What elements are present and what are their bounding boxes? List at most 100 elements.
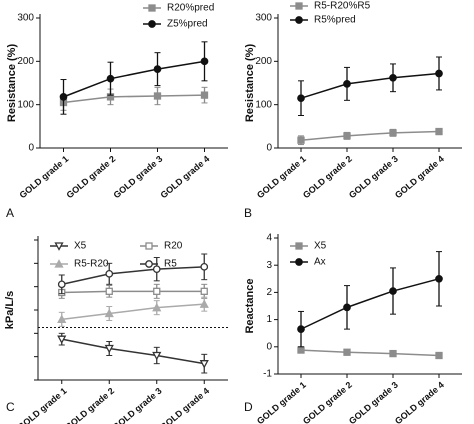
y-tick-label: 0 xyxy=(28,143,34,154)
y-tick-label: 2 xyxy=(266,287,272,298)
y-tick-label: 100 xyxy=(17,99,34,110)
marker xyxy=(145,242,153,250)
x-tick-label: GOLD grade 2 xyxy=(65,154,118,201)
y-tick-label: 300 xyxy=(17,13,34,24)
marker xyxy=(104,308,114,318)
marker xyxy=(389,287,397,295)
y-tick-label: 3 xyxy=(266,260,272,271)
marker xyxy=(295,2,303,10)
marker xyxy=(152,302,162,312)
marker xyxy=(389,129,397,137)
marker xyxy=(295,242,303,250)
y-tick-label: 1 xyxy=(266,314,272,325)
series-line xyxy=(61,303,205,321)
x-tick-label: GOLD grade 3 xyxy=(111,386,164,424)
y-tick-label: 100 xyxy=(255,99,272,110)
marker xyxy=(435,127,443,136)
marker xyxy=(148,4,156,12)
marker xyxy=(343,348,351,356)
legend-label: R5 xyxy=(164,259,177,270)
marker xyxy=(435,351,443,360)
marker xyxy=(105,269,114,278)
legend-label: Z5%pred xyxy=(167,19,208,30)
marker xyxy=(105,287,113,295)
panel-label: D xyxy=(244,400,253,414)
marker xyxy=(199,360,209,369)
panel-label: A xyxy=(6,206,14,220)
legend-label: Ax xyxy=(314,257,326,268)
marker xyxy=(59,93,68,101)
marker xyxy=(148,20,156,28)
marker xyxy=(295,258,303,266)
y-tick-label: 0 xyxy=(266,143,272,154)
marker xyxy=(200,262,209,271)
marker xyxy=(435,69,443,78)
panel-label: B xyxy=(244,206,252,220)
marker xyxy=(200,57,209,66)
marker xyxy=(145,260,153,268)
series-line xyxy=(63,60,205,98)
marker xyxy=(297,94,305,103)
x-tick-label: GOLD grade 2 xyxy=(63,386,116,424)
legend-label: X5 xyxy=(314,241,327,252)
x-tick-label: GOLD grade 1 xyxy=(255,380,308,424)
x-tick-label: GOLD grade 1 xyxy=(255,154,308,201)
y-tick-label: 4 xyxy=(266,233,272,244)
y-tick-label: 200 xyxy=(255,56,272,67)
y-tick-label: 0 xyxy=(266,341,272,352)
y-axis-label: Reactance xyxy=(244,278,256,333)
series-line xyxy=(300,349,440,357)
marker xyxy=(389,73,397,82)
marker xyxy=(343,303,351,312)
marker xyxy=(200,91,209,99)
x-tick-label: GOLD grade 3 xyxy=(347,154,400,201)
series-line xyxy=(300,278,440,330)
marker xyxy=(343,80,351,88)
marker xyxy=(152,265,161,274)
y-tick-label: 200 xyxy=(17,56,34,67)
x-tick-label: GOLD grade 4 xyxy=(393,154,446,201)
marker xyxy=(199,299,209,308)
series-line xyxy=(61,338,205,365)
x-tick-label: GOLD grade 1 xyxy=(16,386,69,424)
series-line xyxy=(61,290,205,294)
marker xyxy=(153,287,161,295)
marker xyxy=(106,74,115,83)
x-tick-label: GOLD grade 3 xyxy=(112,154,165,201)
y-axis-label: Resistance (%) xyxy=(244,44,256,123)
x-tick-label: GOLD grade 2 xyxy=(301,380,354,424)
panel-label: C xyxy=(6,400,15,414)
marker xyxy=(57,280,66,289)
legend-label: R5-R20%R5 xyxy=(314,1,371,12)
y-tick-label: -1 xyxy=(263,369,272,380)
y-tick-label: 300 xyxy=(255,13,272,24)
marker xyxy=(297,346,305,354)
marker xyxy=(57,335,67,345)
y-axis-label: Resistance (%) xyxy=(6,44,18,123)
marker xyxy=(200,287,208,295)
marker xyxy=(295,16,303,24)
x-tick-label: GOLD grade 1 xyxy=(18,154,71,201)
x-tick-label: GOLD grade 4 xyxy=(393,380,446,424)
marker xyxy=(57,314,67,323)
series-line xyxy=(300,130,440,141)
y-axis-label: kPa/L/s xyxy=(4,291,16,330)
marker xyxy=(435,274,443,283)
x-tick-label: GOLD grade 4 xyxy=(158,386,211,424)
marker xyxy=(152,351,162,361)
legend-label: R20 xyxy=(164,241,183,252)
x-tick-label: GOLD grade 2 xyxy=(301,154,354,201)
marker xyxy=(153,65,162,73)
legend-label: R5%pred xyxy=(314,15,356,26)
marker xyxy=(54,242,64,251)
legend-label: R20%pred xyxy=(167,3,214,14)
marker xyxy=(389,349,397,358)
series-line xyxy=(300,72,440,99)
x-tick-label: GOLD grade 4 xyxy=(159,154,212,201)
marker xyxy=(54,259,64,268)
x-tick-label: GOLD grade 3 xyxy=(347,380,400,424)
marker xyxy=(297,136,305,144)
series-line xyxy=(61,266,205,286)
legend-label: R5-R20 xyxy=(74,259,109,270)
